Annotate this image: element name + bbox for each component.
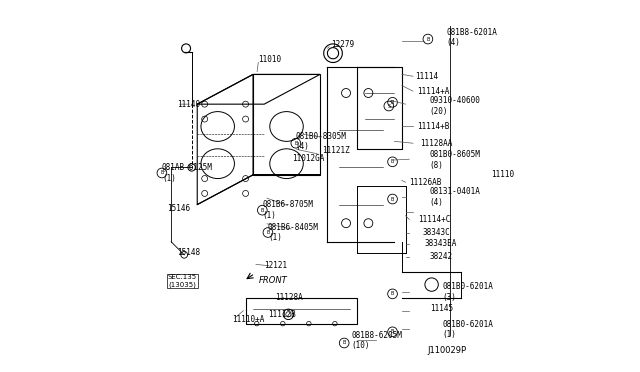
Text: 38343EA: 38343EA [424,239,456,248]
Text: 11114+C: 11114+C [419,215,451,224]
Text: B: B [426,36,429,42]
Text: B: B [391,291,394,296]
Text: S: S [387,103,390,109]
Text: 081B0-6201A
(1): 081B0-6201A (1) [443,320,493,339]
Text: 12279: 12279 [331,40,355,49]
Text: 11114+A: 11114+A [417,87,449,96]
Text: 11112B: 11112B [268,310,296,319]
Text: 081B8-6201A
(4): 081B8-6201A (4) [447,28,497,47]
Text: 081AB-6125M
(1): 081AB-6125M (1) [162,163,212,183]
Text: B: B [391,100,394,105]
Text: 081B0-8605M
(8): 081B0-8605M (8) [429,150,481,170]
Text: 38343C: 38343C [422,228,450,237]
Text: SEC.135
(13035): SEC.135 (13035) [168,274,197,288]
Text: 15146: 15146 [168,204,191,213]
Text: 12121: 12121 [264,262,287,270]
Text: B: B [160,170,164,176]
Text: B: B [391,159,394,164]
Text: 11128A: 11128A [275,293,303,302]
Text: 11110: 11110 [491,170,515,179]
Text: B: B [266,230,269,235]
Text: B: B [391,196,394,202]
Text: 11140: 11140 [177,100,200,109]
Text: 11114: 11114 [415,72,438,81]
Text: B: B [391,329,394,334]
Text: 09310-40600
(20): 09310-40600 (20) [429,96,481,116]
Text: 081B6-8705M
(1): 081B6-8705M (1) [262,201,313,220]
Text: B: B [260,208,264,213]
Text: 081B8-6205M
(10): 081B8-6205M (10) [351,331,403,350]
Text: 11121Z: 11121Z [322,146,349,155]
Text: 081B0-8305M
(4): 081B0-8305M (4) [296,132,347,151]
Text: 081B6-8405M
(1): 081B6-8405M (1) [268,223,319,242]
Text: B: B [294,141,298,146]
Text: 11126AB: 11126AB [410,178,442,187]
Text: FRONT: FRONT [259,276,287,285]
Text: 081B0-6201A
(3): 081B0-6201A (3) [443,282,493,302]
Text: 11012GA: 11012GA [292,154,324,163]
Text: 11010: 11010 [259,55,282,64]
Text: 11128AA: 11128AA [420,139,453,148]
Text: 15148: 15148 [177,248,200,257]
Text: 11110+A: 11110+A [232,315,265,324]
Text: 08131-0401A
(4): 08131-0401A (4) [429,187,481,207]
Text: 38242: 38242 [429,252,453,261]
Text: 11145: 11145 [429,304,453,313]
Text: B: B [342,340,346,346]
Text: 11114+B: 11114+B [417,122,449,131]
Text: J110029P: J110029P [428,346,467,355]
